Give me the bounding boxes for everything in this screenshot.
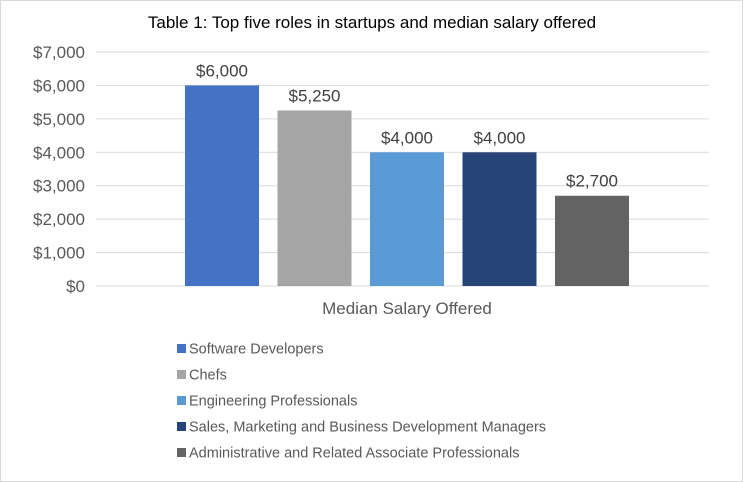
chart-title: Table 1: Top five roles in startups and … [148,13,596,32]
y-tick-label: $5,000 [33,110,85,129]
legend-label: Software Developers [189,342,324,358]
bar [462,152,537,286]
legend-swatch [177,344,186,353]
y-tick-label: $3,000 [33,177,85,196]
legend-swatch [177,448,186,457]
data-labels: $6,000 $5,250 $4,000 $4,000 $2,700 [196,61,618,190]
legend-swatch [177,396,186,405]
bars [185,85,629,286]
bar [555,195,629,286]
y-tick-label: $2,000 [33,210,85,229]
legend-item: Engineering Professionals [177,394,357,410]
legend-item: Administrative and Related Associate Pro… [177,446,519,462]
data-label: $2,700 [566,172,618,191]
data-label: $5,250 [289,87,341,106]
legend-label: Engineering Professionals [189,394,357,410]
legend-item: Software Developers [177,342,324,358]
legend-swatch [177,422,186,431]
bar [370,152,444,286]
y-tick-label: $4,000 [33,143,85,162]
legend-label: Sales, Marketing and Business Developmen… [189,420,546,436]
data-label: $4,000 [381,128,433,147]
x-category-label: Median Salary Offered [322,299,492,318]
bar [277,110,352,286]
bar [185,85,259,286]
x-axis-category: Median Salary Offered [322,299,492,318]
data-label: $6,000 [196,61,248,80]
legend-swatch [177,370,186,379]
y-tick-label: $0 [66,277,85,296]
y-tick-label: $7,000 [33,43,85,62]
legend-label: Administrative and Related Associate Pro… [189,446,519,462]
data-label: $4,000 [474,128,526,147]
legend-item: Chefs [177,368,227,384]
legend-label: Chefs [189,368,227,384]
y-axis-tick-labels: $0 $1,000 $2,000 $3,000 $4,000 $5,000 $6,000 $7… [33,43,85,296]
legend-item: Sales, Marketing and Business Developmen… [177,420,546,436]
legend: Software Developers Chefs Engineering Prof… [177,342,546,462]
y-tick-label: $1,000 [33,244,85,263]
y-tick-label: $6,000 [33,76,85,95]
